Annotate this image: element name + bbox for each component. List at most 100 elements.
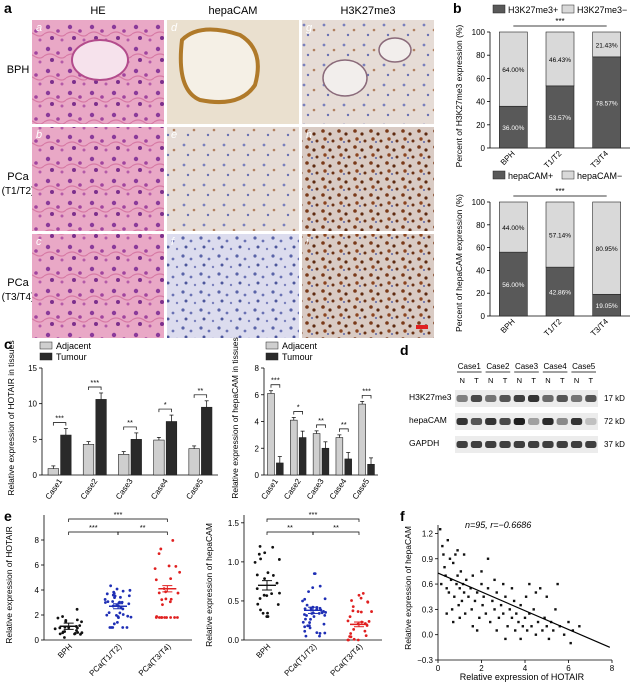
x-tick-label: 6	[566, 664, 571, 673]
data-point	[470, 608, 473, 611]
data-point	[78, 624, 82, 628]
data-point	[363, 629, 367, 633]
data-point	[112, 622, 116, 626]
significance-label: ***	[55, 414, 64, 423]
data-point	[80, 631, 84, 635]
data-point	[528, 582, 531, 586]
significance-label: **	[197, 386, 203, 395]
data-point	[255, 587, 259, 591]
data-point	[304, 634, 308, 638]
bar-value-label: 46.43%	[549, 57, 571, 64]
data-point	[315, 631, 319, 635]
lane-label: T	[560, 376, 565, 385]
data-point	[174, 565, 178, 568]
data-point	[528, 612, 531, 615]
data-point	[486, 587, 490, 590]
data-point	[515, 612, 518, 615]
legend-label-tumour: Tumour	[56, 352, 87, 362]
data-point	[366, 600, 370, 604]
data-point	[323, 597, 327, 601]
bar-value-label: 53.57%	[549, 115, 571, 122]
data-point	[164, 597, 168, 601]
bar-adjacent	[118, 454, 130, 476]
data-point	[458, 587, 461, 590]
data-point	[154, 578, 158, 582]
data-point	[318, 632, 322, 635]
data-point	[450, 608, 454, 611]
y-tick-label: 4	[255, 418, 260, 427]
blot-band	[456, 395, 468, 402]
data-point	[452, 620, 455, 624]
y-axis-label: Relative expression of HOTAIR in tissues	[6, 340, 16, 495]
data-point	[462, 553, 466, 556]
data-point	[160, 598, 164, 602]
lane-label: N	[574, 376, 579, 385]
data-point	[445, 587, 448, 590]
y-tick-label: 0.3	[422, 605, 434, 614]
data-point	[157, 616, 161, 619]
y-tick-label: 100	[472, 28, 486, 37]
data-point	[445, 612, 448, 615]
data-point	[169, 616, 173, 619]
significance-label: **	[341, 420, 347, 429]
y-axis-label: Percent of H3K27me3 expression (%)	[454, 24, 464, 167]
bar-adjacent	[312, 433, 321, 476]
lane-label: N	[488, 376, 493, 385]
data-point	[171, 539, 175, 542]
case-label: Case1	[458, 362, 482, 371]
data-point	[491, 599, 494, 603]
legend-swatch-positive	[492, 170, 506, 180]
panel-e: e Relative expression of HOTAIR 0 2 4 6 8 BPH…	[4, 508, 382, 678]
data-point	[305, 603, 309, 607]
data-point	[169, 577, 173, 581]
data-point	[446, 538, 449, 542]
significance-label: **	[140, 523, 146, 532]
y-tick-label: 2	[35, 611, 40, 620]
blot-band	[570, 395, 583, 402]
legend-label-adjacent: Adjacent	[56, 341, 92, 351]
data-point	[351, 609, 355, 613]
blot-band	[470, 395, 483, 402]
y-tick-label: 20	[476, 289, 485, 298]
data-point	[255, 573, 259, 577]
significance-bracket	[158, 408, 172, 413]
data-point	[486, 557, 490, 560]
data-point	[506, 625, 509, 628]
y-tick-label: 0.9	[422, 555, 434, 564]
x-axis-label: Relative expression of HOTAIR	[460, 672, 585, 682]
panel-b-top-chart: H3K27me3+ H3K27me3− Percent of H3K27me3 …	[454, 4, 630, 171]
data-point	[489, 620, 492, 624]
data-point	[256, 602, 260, 606]
legend-swatch-positive	[492, 4, 506, 14]
data-point	[127, 602, 131, 606]
lane-label: T	[503, 376, 508, 385]
significance-label: ***	[555, 17, 564, 26]
panel-c-hepacam-chart: Adjacent Tumour Relative expression of h…	[230, 337, 378, 501]
blot-band	[528, 441, 540, 448]
x-tick-label: T1/T2	[542, 149, 564, 171]
bar-value-label: 21.43%	[596, 42, 618, 49]
legend-swatch-adjacent	[39, 341, 53, 350]
blot-band	[513, 441, 525, 448]
data-point	[469, 587, 472, 590]
legend-swatch-tumour	[39, 352, 53, 361]
panel-b: b H3K27me3+ H3K27me3− Percent of H3K27me…	[453, 0, 630, 338]
significance-label: ***	[362, 386, 371, 395]
data-point	[61, 615, 64, 618]
data-point	[173, 616, 176, 619]
data-point	[351, 605, 355, 609]
x-tick-label: Case4	[149, 477, 170, 502]
panel-b-bottom-chart: hepaCAM+ hepaCAM− Percent of hepaCAM exp…	[454, 170, 630, 338]
legend-swatch-negative	[561, 4, 575, 14]
data-point	[545, 595, 548, 598]
data-point	[440, 582, 443, 586]
x-tick-label: PCa(T1/T2)	[282, 642, 318, 678]
blot-band	[570, 441, 583, 448]
significance-bracket	[270, 384, 281, 388]
significance-label: ***	[90, 378, 99, 387]
data-point	[514, 629, 517, 632]
data-point	[452, 561, 455, 565]
data-point	[176, 591, 180, 595]
significance-label: *	[297, 402, 300, 411]
